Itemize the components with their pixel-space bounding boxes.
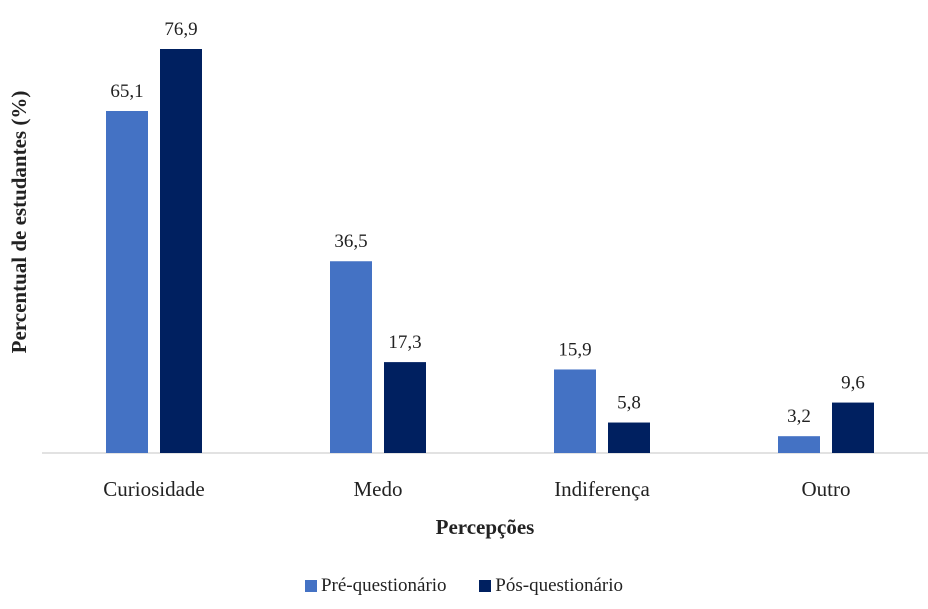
bar-indiferenca-pre bbox=[554, 369, 596, 453]
value-label-indiferenca-pre: 15,9 bbox=[558, 339, 591, 360]
legend-item-pre: Pré-questionário bbox=[304, 575, 447, 597]
bar-indiferenca-pos bbox=[608, 422, 650, 453]
y-axis-title: Percentual de estudantes (%) bbox=[7, 91, 31, 354]
bar-outro-pos bbox=[832, 402, 874, 453]
bar-medo-pre bbox=[330, 261, 372, 453]
bar-medo-pos bbox=[384, 362, 426, 453]
legend: Pré-questionário Pós-questionário bbox=[0, 575, 928, 598]
bar-outro-pre bbox=[778, 436, 820, 453]
bar-chart: Percentual de estudantes (%) 65,1 76,9 36,… bbox=[7, 19, 928, 539]
category-label-medo: Medo bbox=[354, 477, 403, 501]
legend-label-pos: Pós-questionário bbox=[495, 575, 624, 596]
bar-curiosidade-pos bbox=[160, 49, 202, 453]
category-label-outro: Outro bbox=[802, 477, 851, 501]
legend-swatch-pre bbox=[304, 580, 317, 592]
category-label-curiosidade: Curiosidade bbox=[103, 477, 204, 501]
legend-item-pos: Pós-questionário bbox=[479, 575, 623, 597]
category-labels: Curiosidade Medo Indiferença Outro bbox=[103, 477, 850, 501]
value-label-outro-pre: 3,2 bbox=[787, 406, 811, 427]
category-label-indiferenca: Indiferença bbox=[554, 477, 650, 501]
value-label-medo-pre: 36,5 bbox=[334, 231, 367, 252]
value-label-outro-pos: 9,6 bbox=[841, 373, 865, 394]
x-axis-title: Percepções bbox=[436, 515, 535, 539]
bar-curiosidade-pre bbox=[106, 110, 148, 454]
legend-swatch-pos bbox=[479, 580, 492, 592]
value-label-curiosidade-pos: 76,9 bbox=[164, 19, 197, 40]
value-label-medo-pos: 17,3 bbox=[388, 332, 421, 353]
legend-label-pre: Pré-questionário bbox=[320, 575, 447, 596]
bars-group: 65,1 76,9 36,5 17,3 15,9 5,8 3,2 9,6 bbox=[106, 19, 874, 454]
value-label-indiferenca-pos: 5,8 bbox=[617, 393, 641, 414]
value-label-curiosidade-pre: 65,1 bbox=[110, 81, 143, 102]
